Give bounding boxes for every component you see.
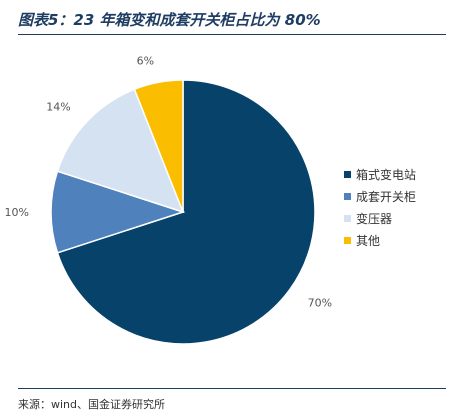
source-divider [18, 388, 446, 389]
legend-label-1: 箱式变电站 [356, 167, 416, 182]
legend-swatch-2 [344, 193, 351, 200]
legend-swatch-1 [344, 171, 351, 178]
legend-swatch-3 [344, 215, 351, 222]
legend-label-4: 其他 [356, 234, 380, 248]
chart-title: 图表5：23 年箱变和成套开关柜占比为 80% [18, 11, 321, 29]
title-divider [18, 34, 446, 35]
source-note: 来源：wind、国金证券研究所 [18, 398, 166, 411]
slice-label-4: 6% [137, 55, 154, 68]
legend-swatch-4 [344, 237, 351, 244]
pie-slice-2 [50, 170, 186, 254]
pie-slice-4 [133, 79, 184, 213]
pie-slice-1 [56, 79, 316, 345]
slice-label-1: 70% [308, 297, 332, 310]
slice-label-2: 10% [5, 206, 29, 219]
legend-label-3: 变压器 [356, 211, 392, 226]
slice-label-3: 14% [46, 101, 70, 114]
pie-slice-3 [56, 88, 185, 214]
legend-label-2: 成套开关柜 [356, 190, 416, 204]
